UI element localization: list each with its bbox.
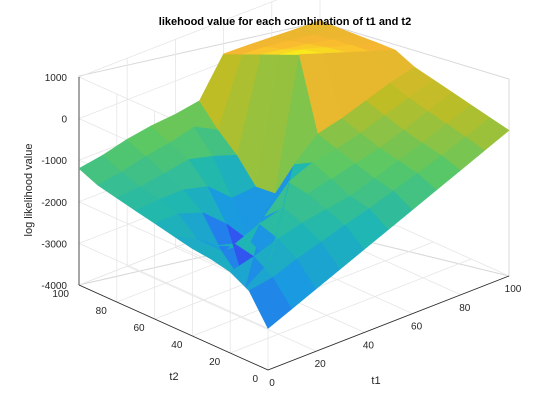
x-tick-label-1: 20 (315, 359, 327, 370)
z-tick-label-5: 1000 (45, 73, 68, 84)
y-axis-label: t2 (169, 371, 178, 383)
x-tick-label-5: 100 (505, 284, 522, 295)
axis-lines (78, 77, 510, 371)
y-tick-label-1: 20 (209, 357, 221, 368)
z-tick-label-2: -2000 (41, 198, 67, 209)
x-tick-label-2: 40 (363, 340, 375, 351)
z-tick-label-3: -1000 (41, 156, 67, 167)
x-tick-label-4: 80 (459, 303, 471, 314)
x-tick-label-0: 0 (269, 378, 275, 389)
x-axis-line (267, 275, 510, 371)
y-tick-label-2: 40 (171, 340, 183, 351)
surface-patch-0-9 (465, 117, 510, 151)
z-axis-label: log likelihood value (23, 144, 35, 237)
y-axis-line (78, 284, 269, 371)
y-tick-label-0: 0 (252, 374, 258, 385)
y-tick-label-5: 100 (52, 289, 69, 300)
z-tick-label-0: -4000 (41, 281, 67, 292)
x-tick-label-3: 60 (411, 322, 423, 333)
z-tick-label-4: 0 (61, 115, 67, 126)
x-axis-label: t1 (371, 375, 380, 387)
y-tick-label-3: 60 (133, 323, 145, 334)
tick-labels: 020406080100020406080100-4000-3000-2000-… (41, 73, 521, 389)
surface-mesh (78, 20, 510, 329)
y-tick-label-4: 80 (96, 306, 108, 317)
chart-title: likehood value for each combination of t… (159, 16, 411, 28)
z-tick-label-1: -3000 (41, 239, 67, 250)
